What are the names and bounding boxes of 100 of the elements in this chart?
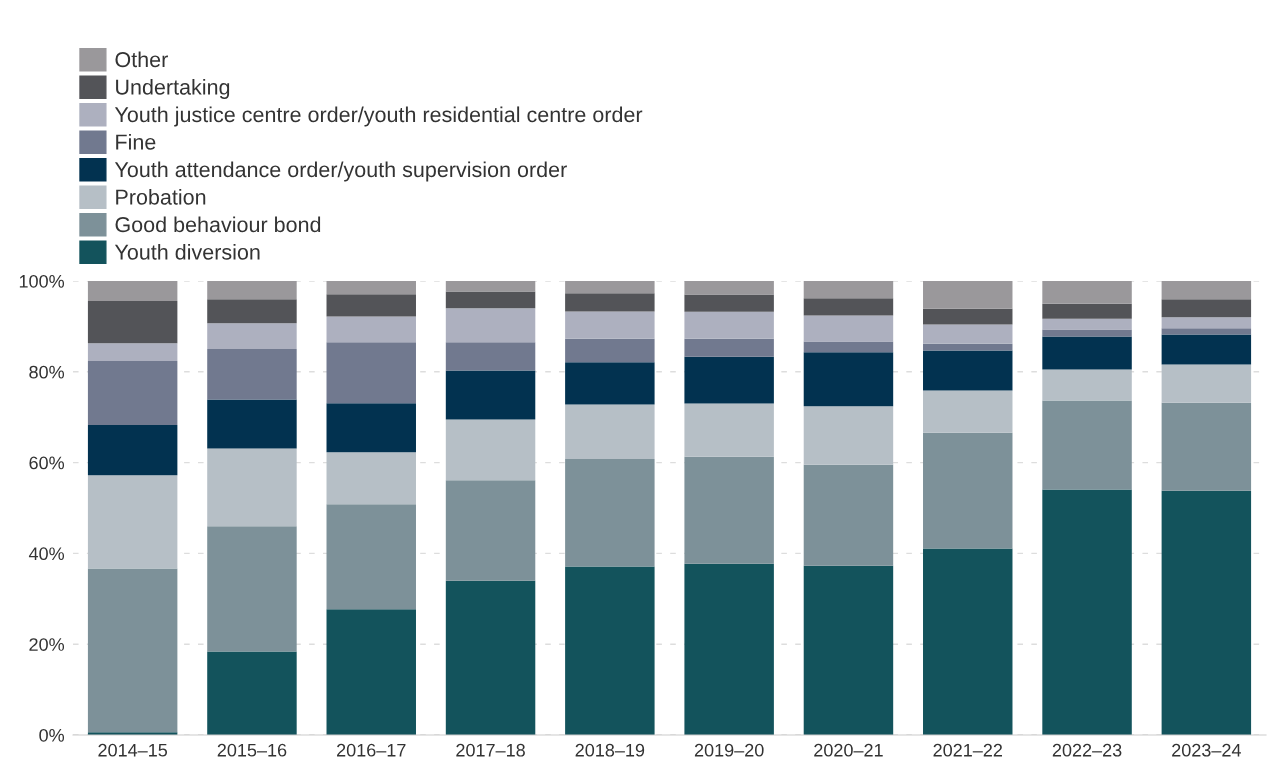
- bar: [326, 281, 416, 295]
- legend-label: Fine: [116, 133, 156, 150]
- bar: [1042, 336, 1132, 370]
- bar: [207, 651, 297, 735]
- legend-label: Probation: [116, 188, 206, 205]
- bar: [326, 403, 416, 453]
- bar: [445, 308, 536, 343]
- bar: [1042, 318, 1132, 330]
- bar: [684, 311, 774, 339]
- bar: [923, 308, 1013, 325]
- bar: [684, 294, 774, 312]
- bar: [803, 565, 894, 735]
- bar: [684, 403, 774, 457]
- bar: [326, 504, 416, 610]
- x-tick-label: 2023–24: [1172, 743, 1241, 757]
- bar: [1042, 281, 1132, 304]
- bar: [326, 609, 416, 735]
- bar: [1042, 303, 1132, 319]
- y-tick-label: 20%: [29, 638, 65, 651]
- bar: [87, 568, 178, 733]
- bar: [923, 281, 1013, 309]
- bar: [445, 291, 536, 309]
- y-tick-label: 100%: [19, 274, 65, 288]
- x-tick-label: 2019–20: [694, 743, 764, 757]
- bar: [326, 452, 416, 505]
- bar: [326, 342, 416, 404]
- bar: [445, 281, 536, 292]
- bar: [565, 404, 655, 459]
- bar: [1161, 317, 1252, 329]
- bar: [207, 526, 297, 652]
- bar: [207, 299, 297, 324]
- bar: [565, 362, 655, 405]
- bar: [803, 406, 894, 465]
- bar: [923, 350, 1013, 391]
- bar: [1161, 328, 1252, 335]
- bar: [1161, 334, 1252, 365]
- legend-label: Youth justice centre order/youth residential centre order: [114, 106, 643, 127]
- x-tick-label: 2020–21: [814, 743, 883, 757]
- bar: [1161, 364, 1252, 403]
- x-tick-label: 2016–17: [337, 743, 406, 757]
- y-tick-label: 0%: [39, 728, 65, 742]
- bar: [445, 580, 536, 735]
- bar: [1161, 299, 1252, 318]
- legend-label: Youth diversion: [114, 243, 260, 260]
- bar: [1042, 400, 1132, 490]
- bar: [1161, 281, 1252, 300]
- bar: [923, 390, 1013, 433]
- bar: [803, 315, 894, 342]
- bar: [326, 294, 416, 317]
- legend-label: Good behaviour bond: [115, 216, 321, 233]
- bar: [565, 566, 655, 735]
- bar: [207, 349, 297, 400]
- bar: [565, 338, 655, 363]
- bar: [445, 419, 536, 481]
- bar: [565, 311, 655, 339]
- x-tick-label: 2018–19: [575, 743, 645, 757]
- bar: [565, 281, 655, 294]
- legend-label: Undertaking: [116, 78, 230, 99]
- bar: [445, 480, 536, 581]
- bar: [1161, 490, 1252, 735]
- bar: [803, 352, 894, 407]
- y-tick-label: 40%: [28, 547, 65, 561]
- x-tick-label: 2017–18: [456, 743, 525, 757]
- bar: [684, 281, 774, 295]
- x-tick-label: 2014–15: [98, 743, 168, 757]
- bar: [684, 356, 774, 404]
- bar: [684, 456, 774, 564]
- y-tick-label: 80%: [29, 365, 65, 379]
- bar: [803, 464, 894, 566]
- bar: [565, 293, 655, 312]
- bar: [803, 341, 894, 353]
- x-tick-label: 2022–23: [1052, 743, 1122, 757]
- bar: [87, 300, 178, 344]
- bar: [1042, 489, 1132, 735]
- x-tick-label: 2015–16: [217, 743, 287, 757]
- bar: [87, 360, 178, 425]
- bar: [684, 563, 774, 735]
- bar: [207, 281, 297, 300]
- bar: [326, 316, 416, 343]
- x-tick-label: 2021–22: [933, 743, 1002, 757]
- bar: [207, 448, 297, 527]
- bar: [87, 475, 178, 569]
- bar: [803, 298, 894, 316]
- bar: [565, 458, 655, 567]
- bar: [923, 548, 1013, 735]
- legend-label: Other: [115, 51, 168, 68]
- bar: [87, 281, 178, 301]
- bar: [803, 281, 894, 299]
- bar: [1042, 369, 1132, 401]
- y-tick-label: 60%: [29, 456, 65, 470]
- bar: [207, 399, 297, 449]
- bar: [87, 424, 178, 476]
- bar: [923, 324, 1013, 344]
- bar: [684, 338, 774, 357]
- bar: [923, 432, 1013, 549]
- bar: [445, 370, 536, 420]
- bar: [445, 342, 536, 371]
- legend-label: Youth attendance order/youth supervision order: [114, 161, 567, 182]
- bar: [87, 343, 178, 361]
- bar: [1161, 402, 1252, 491]
